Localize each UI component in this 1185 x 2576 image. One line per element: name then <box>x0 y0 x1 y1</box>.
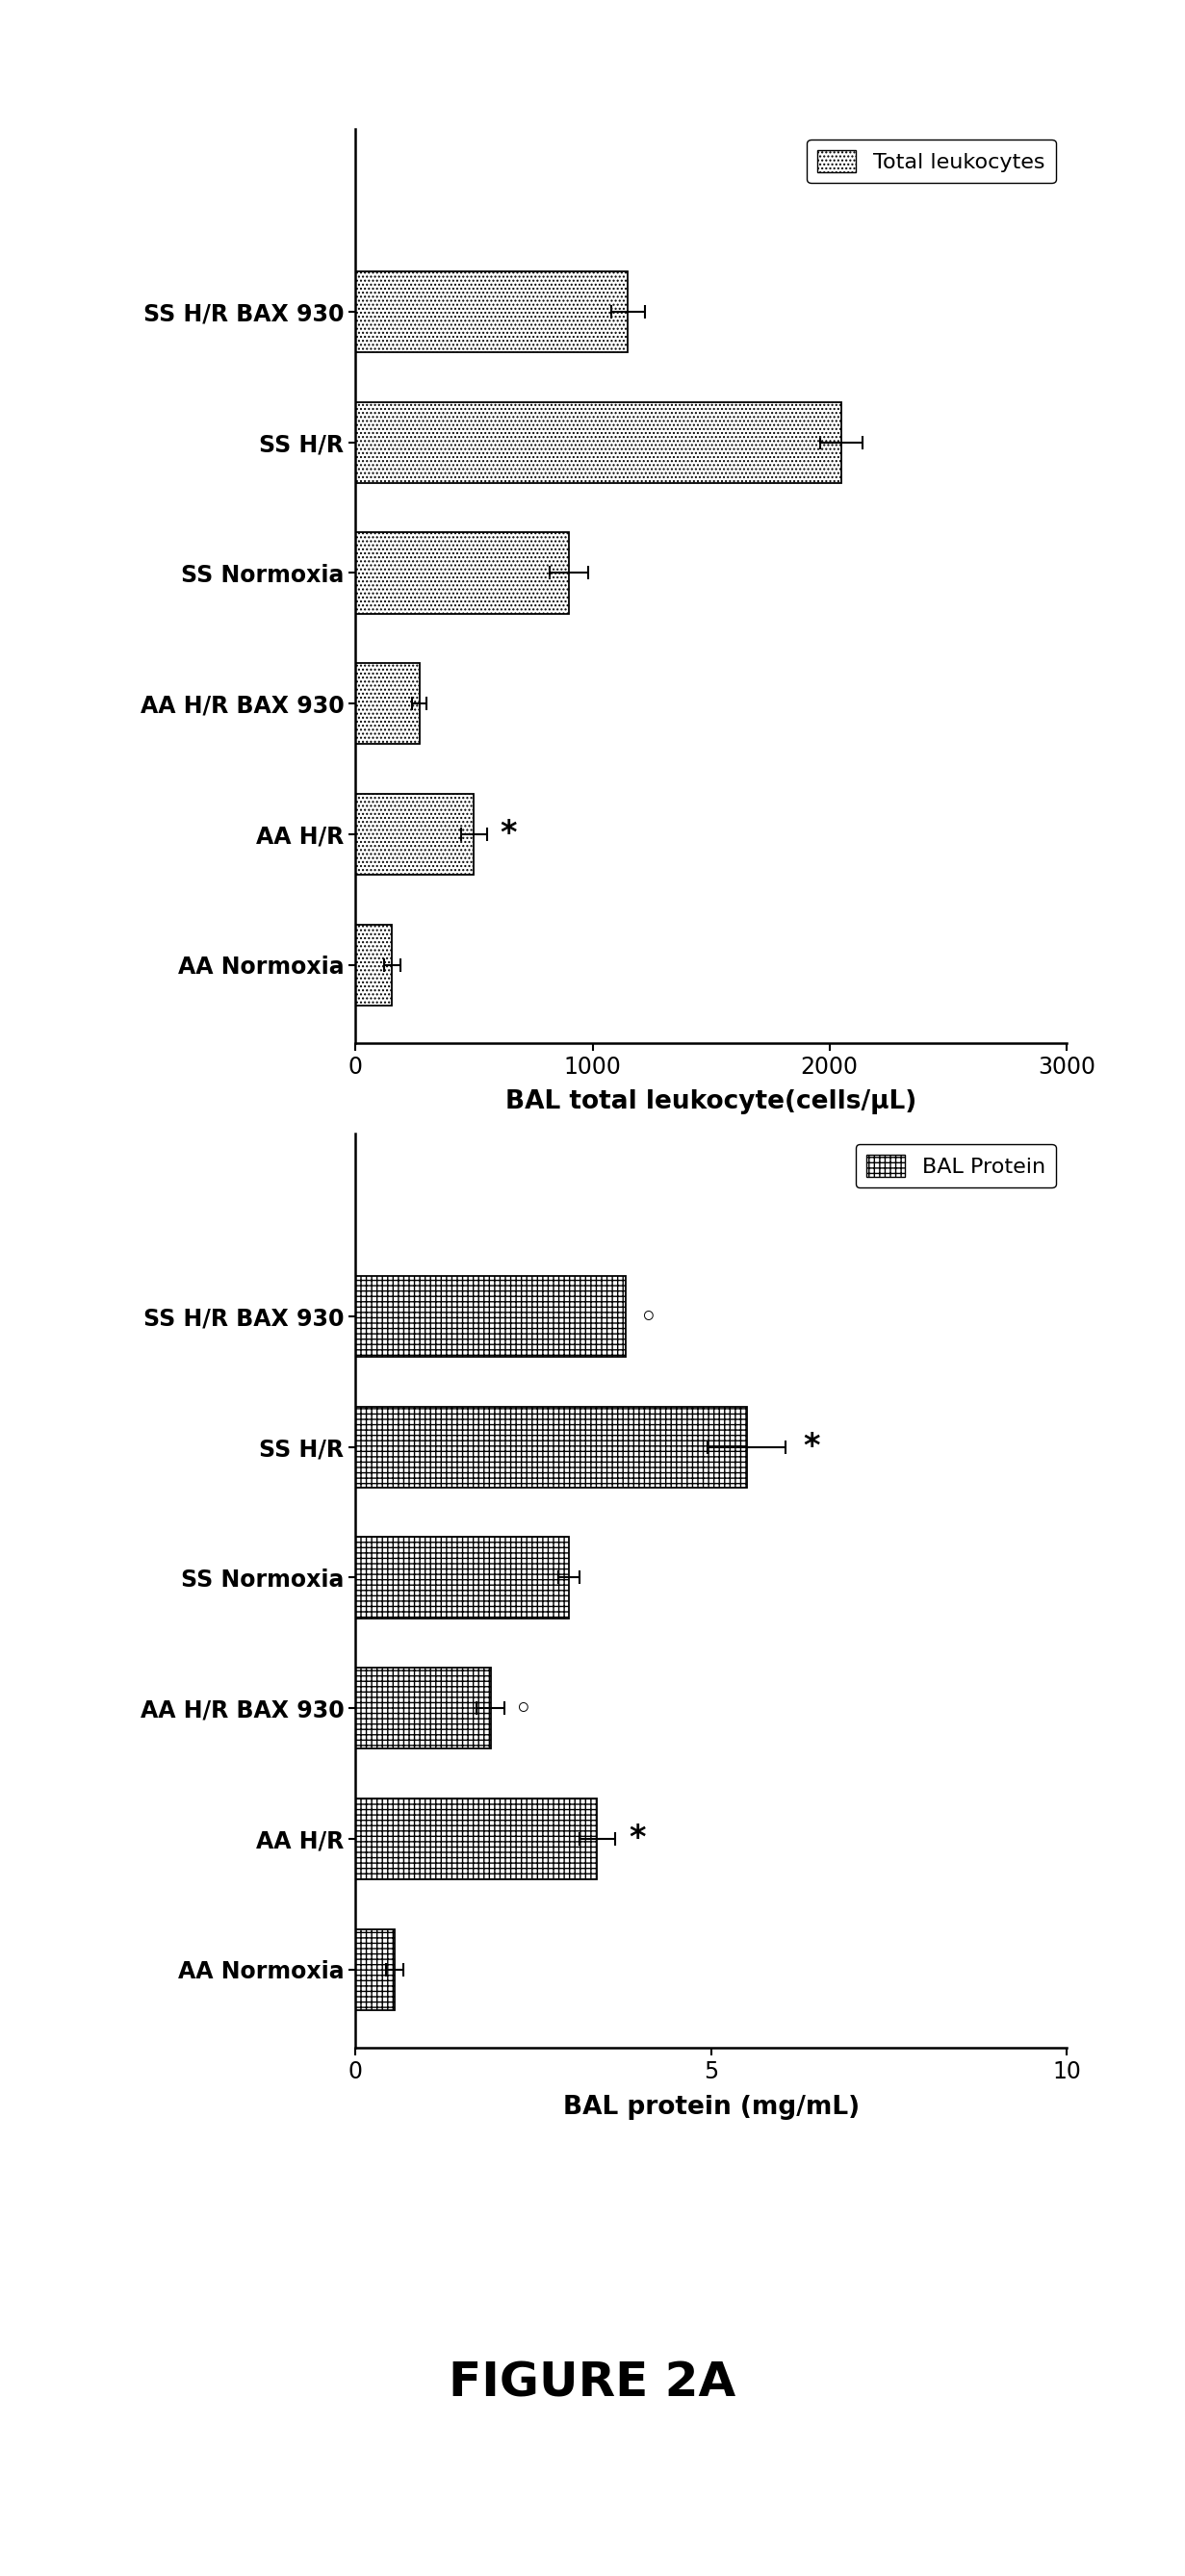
Bar <box>356 1798 597 1880</box>
Bar <box>356 533 569 613</box>
Legend: Total leukocytes: Total leukocytes <box>807 139 1056 183</box>
Bar <box>356 925 392 1005</box>
Bar <box>356 662 419 744</box>
Bar <box>356 1406 747 1486</box>
Text: FIGURE 2A: FIGURE 2A <box>449 2360 736 2406</box>
Text: *: * <box>629 1824 646 1855</box>
Bar <box>356 1667 491 1749</box>
Bar <box>356 270 628 353</box>
Text: ◦: ◦ <box>640 1303 656 1329</box>
Text: *: * <box>500 819 517 850</box>
Bar <box>356 793 474 876</box>
Text: ◦: ◦ <box>515 1695 532 1721</box>
Bar <box>356 1929 395 2009</box>
Bar <box>356 1538 569 1618</box>
X-axis label: BAL total leukocyte(cells/μL): BAL total leukocyte(cells/μL) <box>505 1090 917 1115</box>
Bar <box>356 1275 626 1358</box>
Legend: BAL Protein: BAL Protein <box>856 1144 1056 1188</box>
Bar <box>356 402 841 482</box>
X-axis label: BAL protein (mg/mL): BAL protein (mg/mL) <box>563 2094 859 2120</box>
Text: *: * <box>803 1432 820 1463</box>
